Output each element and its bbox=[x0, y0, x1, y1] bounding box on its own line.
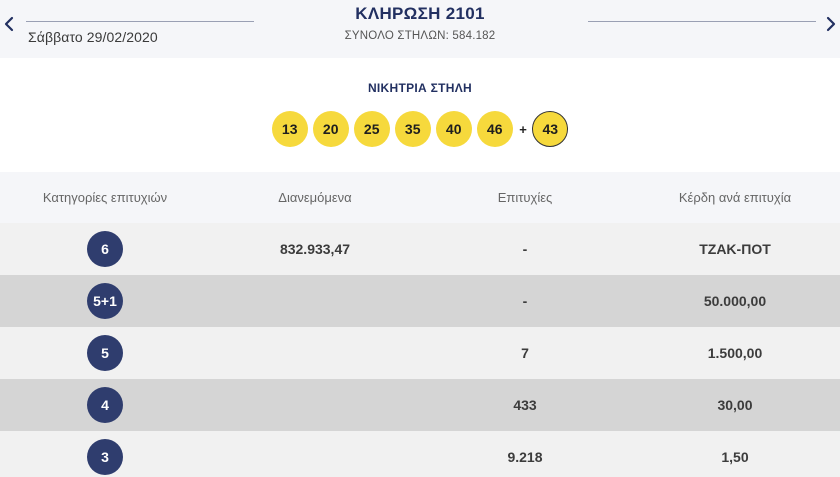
draw-date: Σάββατο 29/02/2020 bbox=[28, 29, 158, 45]
number-ball: 35 bbox=[394, 111, 431, 147]
category-badge: 5 bbox=[87, 335, 123, 371]
winners-cell: - bbox=[522, 241, 528, 257]
number-ball: 40 bbox=[435, 111, 472, 147]
previous-draw-button[interactable] bbox=[0, 10, 22, 38]
number-ball: 46 bbox=[476, 111, 513, 147]
header-categories: Κατηγορίες επιτυχιών bbox=[42, 190, 168, 205]
prize-cell: 1,50 bbox=[721, 449, 749, 465]
columns-total: ΣΥΝΟΛΟ ΣΤΗΛΩΝ: 584.182 bbox=[344, 30, 496, 42]
header-prize-per-winner: Κέρδη ανά επιτυχία bbox=[678, 190, 792, 205]
category-badge: 4 bbox=[87, 387, 123, 423]
draw-title: ΚΛΗΡΩΣΗ 2101 bbox=[355, 4, 485, 23]
table-row: 6 832.933,47 - ΤΖΑΚ-ΠΟΤ bbox=[0, 223, 840, 275]
prize-cell: 50.000,00 bbox=[703, 293, 767, 309]
header-divider-right bbox=[588, 21, 816, 22]
bonus-number-ball: 43 bbox=[532, 111, 569, 147]
category-badge: 5+1 bbox=[87, 283, 123, 319]
next-draw-button[interactable] bbox=[818, 10, 840, 38]
header-winners: Επιτυχίες bbox=[497, 190, 553, 205]
category-badge: 3 bbox=[87, 439, 123, 475]
distributed-cell: 832.933,47 bbox=[279, 241, 351, 257]
table-row: 4 433 30,00 bbox=[0, 379, 840, 431]
table-row: 5+1 - 50.000,00 bbox=[0, 275, 840, 327]
draw-header: Σάββατο 29/02/2020 ΚΛΗΡΩΣΗ 2101 ΣΥΝΟΛΟ Σ… bbox=[0, 0, 840, 58]
chevron-left-icon bbox=[4, 16, 14, 32]
prize-cell: ΤΖΑΚ-ΠΟΤ bbox=[699, 241, 771, 257]
plus-sign: + bbox=[519, 121, 527, 137]
winning-column-title: ΝΙΚΗΤΡΙΑ ΣΤΗΛΗ bbox=[367, 81, 473, 95]
table-row: 3 9.218 1,50 bbox=[0, 431, 840, 477]
winners-cell: - bbox=[522, 293, 528, 309]
winners-cell: 9.218 bbox=[507, 449, 543, 465]
winners-cell: 7 bbox=[521, 345, 529, 361]
number-ball: 25 bbox=[353, 111, 390, 147]
winning-numbers: 13 20 25 35 40 46 + 43 bbox=[0, 111, 840, 147]
header-distributed: Διανεμόμενα bbox=[278, 190, 352, 205]
number-ball: 13 bbox=[271, 111, 308, 147]
category-badge: 6 bbox=[87, 231, 123, 267]
prize-cell: 1.500,00 bbox=[707, 345, 763, 361]
chevron-right-icon bbox=[826, 16, 836, 32]
table-header: Κατηγορίες επιτυχιών Διανεμόμενα Επιτυχί… bbox=[0, 172, 840, 223]
winners-cell: 433 bbox=[513, 397, 537, 413]
number-ball: 20 bbox=[312, 111, 349, 147]
prize-table: Κατηγορίες επιτυχιών Διανεμόμενα Επιτυχί… bbox=[0, 172, 840, 477]
prize-cell: 30,00 bbox=[717, 397, 753, 413]
header-divider-left bbox=[26, 21, 254, 22]
table-row: 5 7 1.500,00 bbox=[0, 327, 840, 379]
